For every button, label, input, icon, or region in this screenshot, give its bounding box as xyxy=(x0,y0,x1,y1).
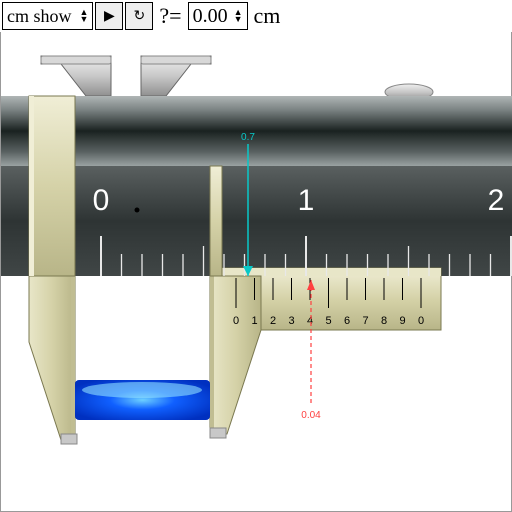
svg-text:0: 0 xyxy=(418,315,424,327)
reference-dot xyxy=(135,208,140,213)
reset-button[interactable]: ↻ xyxy=(125,2,153,30)
svg-text:3: 3 xyxy=(288,315,294,327)
svg-text:2: 2 xyxy=(488,184,505,217)
main-scale-band xyxy=(1,166,512,276)
vernier-reading-value: 0.04 xyxy=(301,410,321,421)
main-reading-value: 0.7 xyxy=(241,132,255,143)
fixed-jaw-neck xyxy=(29,96,75,276)
measured-object xyxy=(75,380,210,420)
value-input[interactable]: 0.00 ▲▼ xyxy=(188,2,248,30)
svg-text:1: 1 xyxy=(251,315,257,327)
svg-text:8: 8 xyxy=(381,315,387,327)
svg-text:2: 2 xyxy=(270,315,276,327)
svg-text:7: 7 xyxy=(362,315,368,327)
spinner-icon: ▲▼ xyxy=(80,9,89,23)
svg-text:6: 6 xyxy=(344,315,350,327)
svg-text:9: 9 xyxy=(399,315,405,327)
svg-text:1: 1 xyxy=(298,184,315,217)
upper-fixed-jaw xyxy=(41,56,111,96)
svg-text:5: 5 xyxy=(325,315,331,327)
play-button[interactable]: ▶ xyxy=(95,2,123,30)
unit-select[interactable]: cm show ▲▼ xyxy=(2,2,93,30)
svg-text:0: 0 xyxy=(233,315,239,327)
svg-text:0: 0 xyxy=(93,184,110,217)
reset-icon: ↻ xyxy=(134,8,146,25)
question-label: ?= xyxy=(159,3,181,29)
caliper-stage: 012 01234567890 0.7 0.04 xyxy=(0,32,512,512)
unit-select-label: cm show xyxy=(7,6,72,27)
caliper-beam xyxy=(1,96,512,166)
svg-text:4: 4 xyxy=(307,315,313,327)
fixed-lower-jaw xyxy=(29,276,77,444)
upper-movable-jaw xyxy=(141,56,211,96)
play-icon: ▶ xyxy=(104,8,115,25)
value-text: 0.00 xyxy=(193,5,228,28)
value-spinner-icon: ▲▼ xyxy=(234,9,243,23)
unit-label: cm xyxy=(254,3,281,29)
toolbar: cm show ▲▼ ▶ ↻ ?= 0.00 ▲▼ cm xyxy=(0,0,512,32)
